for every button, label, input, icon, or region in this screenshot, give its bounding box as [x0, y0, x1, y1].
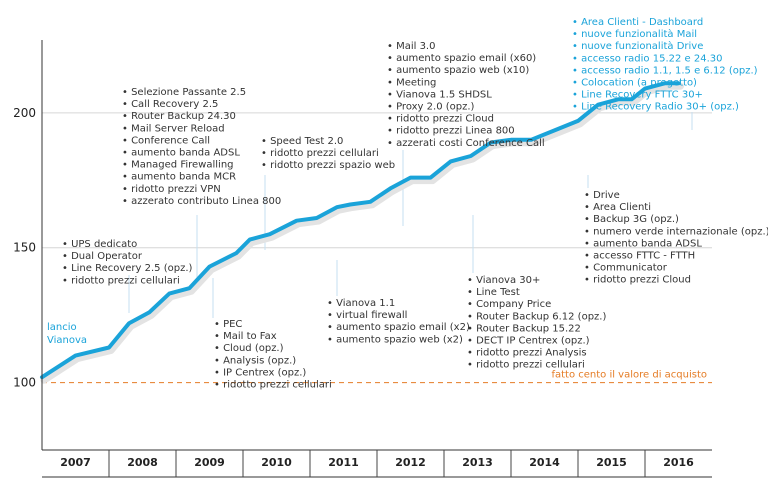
annotation-item: • Proxy 2.0 (opz.)	[387, 102, 475, 113]
x-tick-label: 2011	[328, 456, 359, 469]
annotation-item: • ridotto prezzi VPN	[122, 184, 221, 195]
annotation-item: • Line Test	[467, 287, 520, 298]
annotation-item: • numero verde internazionale (opz.)	[584, 226, 768, 237]
annotation-item: • azzerato contributo Linea 800	[122, 196, 281, 207]
x-tick-label: 2010	[261, 456, 292, 469]
annotation-item: • aumento spazio email (x2)	[327, 322, 470, 333]
annotation-item: • nuove funzionalità Mail	[572, 28, 697, 40]
x-tick-label: 2009	[194, 456, 225, 469]
annotations: lancio Vianova • UPS dedicato• Dual Operat…	[47, 17, 768, 391]
annotation-item: • aumento spazio email (x60)	[387, 53, 536, 64]
y-tick-label: 100	[13, 376, 36, 390]
annotation-item: • aumento banda ADSL	[122, 148, 240, 159]
annotation-item: • ridotto prezzi cellulari	[467, 360, 585, 371]
series-line-shadow	[40, 82, 684, 384]
annotation-item: • nuove funzionalità Drive	[572, 40, 703, 52]
annotation-item: • Backup 3G (opz.)	[584, 214, 679, 225]
annotation-item: • accesso radio 15.22 e 24.30	[572, 53, 723, 64]
annotation-item: • virtual firewall	[327, 310, 407, 321]
annotation-item: • DECT IP Centrex (opz.)	[467, 336, 590, 347]
annotation-item: • Vianova 30+	[467, 275, 540, 286]
x-tick-label: 2016	[663, 456, 694, 469]
annotation-item: • aumento spazio web (x2)	[327, 334, 463, 345]
annotation-item: • Drive	[584, 190, 620, 201]
annotation-item: • ridotto prezzi Cloud	[387, 114, 494, 125]
annotation-item: • Vianova 1.5 SHDSL	[387, 89, 492, 100]
annotation-item: • ridotto prezzi cellulari	[214, 380, 332, 391]
reference-label: fatto cento il valore di acquisto	[551, 370, 707, 381]
annotation-item: • Mail 3.0	[387, 41, 435, 52]
annotation-item: • aumento spazio web (x10)	[387, 65, 529, 76]
annotation-item: • Line Recovery Radio 30+ (opz.)	[572, 102, 739, 113]
annotation-item: • Meeting	[387, 77, 436, 88]
annotation-item: • Area Clienti	[584, 202, 651, 213]
annotation-item: • ridotto prezzi Cloud	[584, 275, 691, 286]
reference-line-group: fatto cento il valore di acquisto	[42, 370, 712, 384]
axes: 100 150 200 2007 2008 2009 2010 2011 2012 2013 201…	[13, 40, 712, 478]
annotation-item: • PEC	[214, 319, 242, 330]
annotation-item: • Router Backup 15.22	[467, 323, 581, 334]
annotation-item: • Company Price	[467, 299, 551, 310]
annotation-item: • IP Centrex (opz.)	[214, 367, 306, 378]
annotation-item: • Managed Firewalling	[122, 160, 234, 171]
annotation-item: • aumento banda ADSL	[584, 238, 702, 249]
annotation-item: • Vianova 1.1	[327, 298, 395, 309]
series-line	[40, 81, 681, 380]
x-tick-label: 2012	[395, 456, 426, 469]
annotation-item: • Line Recovery FTTC 30+	[572, 90, 703, 101]
annotation-item: • Speed Test 2.0	[261, 136, 343, 147]
x-tick-label: 2015	[596, 456, 627, 469]
annotation-item: • Area Clienti - Dashboard	[572, 17, 703, 28]
annotation-item: • accesso FTTC - FTTH	[584, 251, 695, 262]
annotation-item: • Communicator	[584, 263, 668, 274]
annotation-item: • UPS dedicato	[62, 239, 137, 250]
annotation-item: • Mail to Fax	[214, 331, 277, 342]
annotation-item: • aumento banda MCR	[122, 172, 236, 183]
annotation-item: • Analysis (opz.)	[214, 355, 296, 366]
grid-lines	[42, 112, 712, 249]
annotation-item: • accesso radio 1.1, 1.5 e 6.12 (opz.)	[572, 65, 758, 76]
x-tick-label: 2014	[529, 456, 560, 469]
annotation-item: • Call Recovery 2.5	[122, 99, 218, 110]
start-label: Vianova	[47, 335, 87, 346]
y-tick-label: 150	[13, 241, 36, 255]
annotation-item: • Router Backup 24.30	[122, 111, 236, 122]
annotation-item: • Cloud (opz.)	[214, 343, 284, 354]
annotation-item: • ridotto prezzi Analysis	[467, 348, 587, 359]
x-tick-label: 2008	[127, 456, 158, 469]
annotation-item: • Colocation (a progetto)	[572, 78, 697, 89]
start-label: lancio	[47, 322, 77, 333]
annotation-item: • ridotto prezzi cellulari	[261, 148, 379, 159]
annotation-item: • ridotto prezzi spazio web	[261, 160, 395, 171]
annotation-item: • azzerati costi Conference Call	[387, 138, 545, 149]
annotation-item: • Line Recovery 2.5 (opz.)	[62, 263, 193, 274]
annotation-item: • Selezione Passante 2.5	[122, 87, 246, 98]
x-tick-label: 2013	[462, 456, 493, 469]
annotation-item: • Mail Server Reload	[122, 123, 225, 134]
y-tick-label: 200	[13, 106, 36, 120]
annotation-item: • Dual Operator	[62, 251, 143, 262]
x-tick-label: 2007	[60, 456, 91, 469]
annotation-item: • ridotto prezzi Linea 800	[387, 126, 515, 137]
series-line-group	[40, 81, 684, 384]
annotation-item: • Router Backup 6.12 (opz.)	[467, 311, 606, 322]
annotation-item: • ridotto prezzi cellulari	[62, 275, 180, 286]
annotation-item: • Conference Call	[122, 135, 210, 146]
